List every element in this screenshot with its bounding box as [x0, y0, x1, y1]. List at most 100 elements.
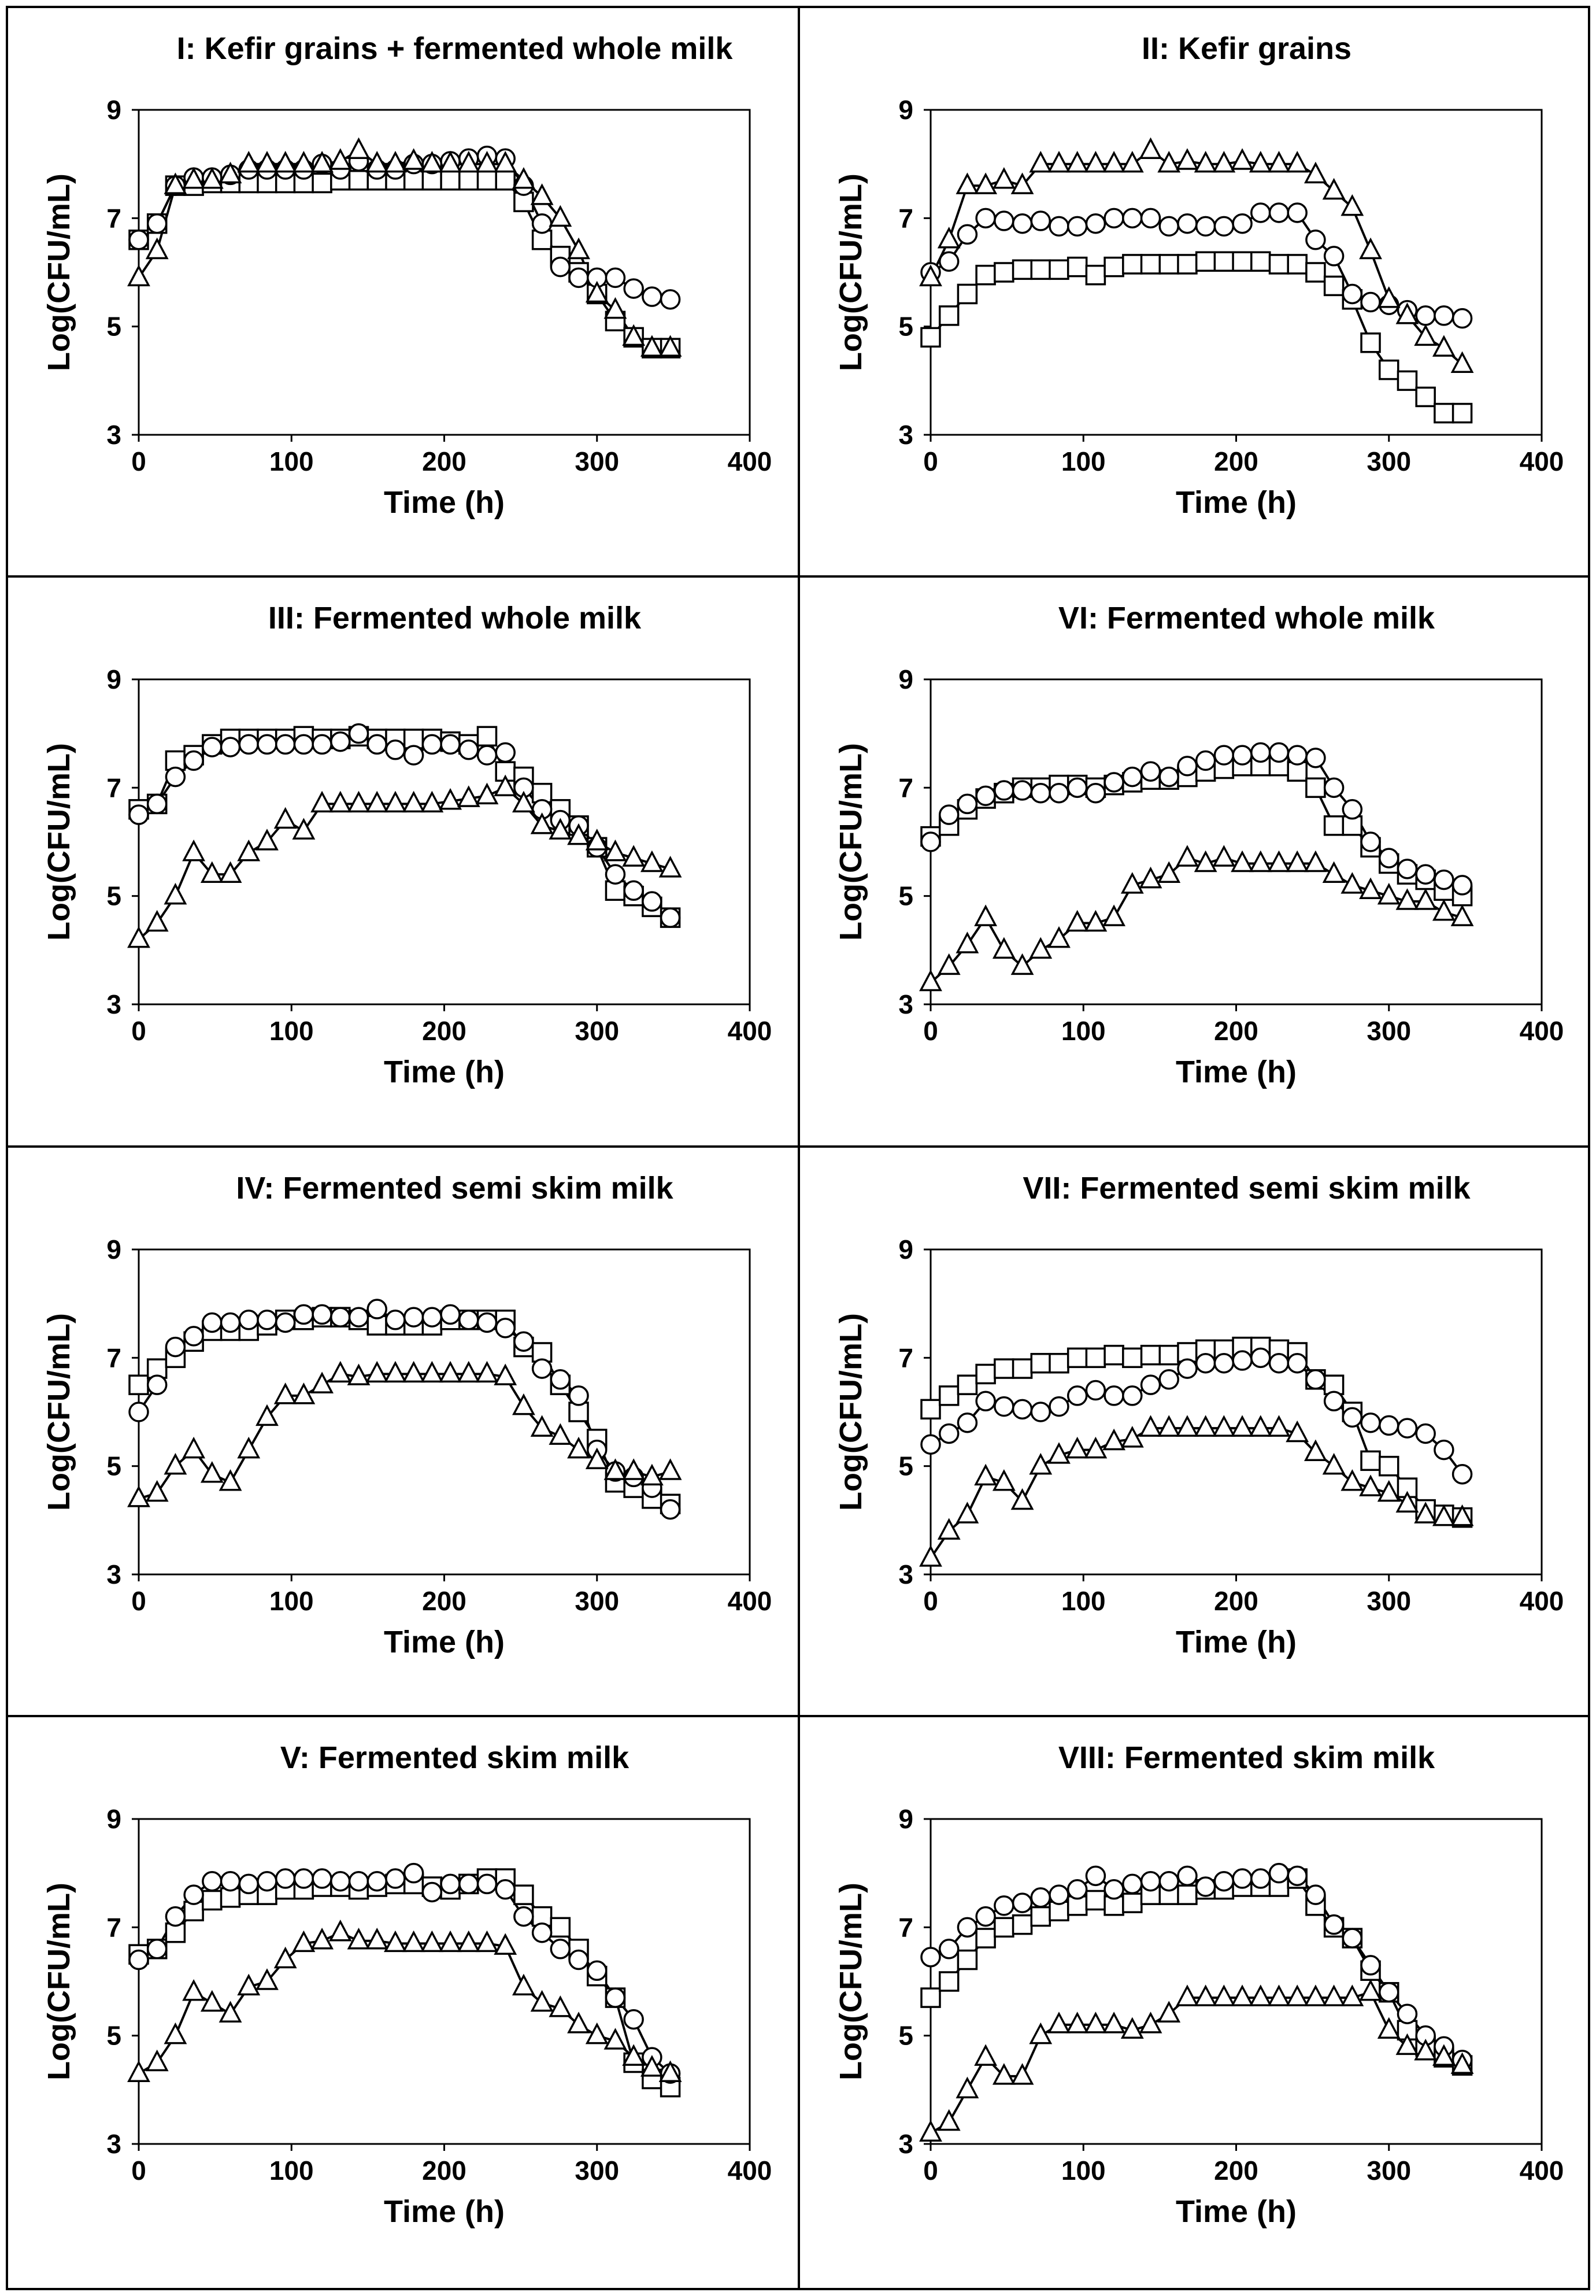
- y-tick-label: 3: [106, 1559, 121, 1589]
- data-point-circle: [920, 1434, 941, 1455]
- data-point-square: [1451, 402, 1473, 424]
- data-point-square: [202, 1890, 223, 1911]
- data-point-triangle: [603, 2028, 627, 2050]
- y-axis-label: Log(CFU/mL): [42, 743, 76, 941]
- data-point-square: [920, 1399, 941, 1420]
- data-point-triangle: [1194, 150, 1217, 173]
- data-point-circle: [1030, 210, 1051, 231]
- plot-area: [138, 1818, 751, 2145]
- data-point-circle: [348, 1307, 369, 1328]
- data-point-square: [1177, 254, 1198, 275]
- data-point-square: [458, 170, 479, 191]
- data-point-square: [1049, 1352, 1069, 1374]
- data-point-square: [1067, 1347, 1088, 1369]
- data-point-triangle: [1395, 302, 1419, 324]
- x-tick-label: 400: [1520, 1016, 1564, 1046]
- data-point-triangle: [1157, 861, 1181, 883]
- data-point-circle: [1360, 831, 1381, 852]
- data-point-circle: [605, 864, 626, 885]
- data-point-square: [1012, 1914, 1033, 1935]
- data-point-circle: [1451, 1463, 1473, 1485]
- data-point-triangle: [1450, 2052, 1474, 2074]
- y-axis-label: Log(CFU/mL): [42, 1313, 76, 1511]
- data-point-triangle: [1267, 150, 1291, 173]
- data-point-triangle: [420, 1930, 444, 1953]
- data-point-triangle: [956, 1502, 979, 1524]
- data-point-circle: [1305, 748, 1326, 768]
- data-point-triangle: [1029, 1452, 1053, 1475]
- data-point-triangle: [1395, 888, 1419, 910]
- data-point-triangle: [1102, 150, 1126, 173]
- data-point-triangle: [182, 840, 206, 862]
- x-tick-label: 0: [131, 446, 146, 476]
- chart-title: II: Kefir grains: [1142, 31, 1351, 66]
- plot-area: [138, 678, 751, 1005]
- data-point-triangle: [992, 167, 1016, 189]
- data-point-triangle: [1267, 850, 1291, 872]
- data-point-circle: [1158, 766, 1179, 787]
- x-tick-label: 0: [131, 1586, 146, 1616]
- x-tick-label: 300: [1367, 1016, 1411, 1046]
- data-point-triangle: [992, 2063, 1016, 2085]
- data-point-triangle: [1065, 2012, 1089, 2034]
- data-point-triangle: [1010, 2063, 1034, 2085]
- data-point-triangle: [310, 790, 334, 813]
- data-point-triangle: [420, 150, 444, 173]
- data-point-triangle: [420, 790, 444, 813]
- data-point-triangle: [549, 1423, 572, 1445]
- data-point-circle: [1379, 1415, 1399, 1436]
- data-point-circle: [568, 1385, 589, 1406]
- data-point-triangle: [1432, 899, 1456, 921]
- data-point-circle: [202, 1312, 223, 1333]
- data-point-circle: [920, 831, 941, 852]
- data-point-triangle: [1414, 1502, 1438, 1524]
- data-point-circle: [1104, 1879, 1124, 1900]
- x-tick-label: 200: [422, 1016, 466, 1046]
- data-point-circle: [1287, 202, 1308, 223]
- data-point-square: [938, 1971, 960, 1992]
- data-point-triangle: [145, 237, 169, 260]
- data-point-circle: [1287, 1865, 1308, 1887]
- data-point-triangle: [255, 150, 279, 173]
- data-point-triangle: [237, 150, 261, 173]
- data-point-triangle: [457, 785, 480, 807]
- data-point-triangle: [1047, 150, 1071, 173]
- chart-panel-5: IV: Fermented semi skim milk 3 5 7 9 0 100 200 3…: [42, 1171, 772, 1659]
- data-point-triangle: [1157, 2001, 1181, 2023]
- data-point-triangle: [1432, 2044, 1456, 2066]
- data-point-circle: [1158, 216, 1179, 237]
- data-point-triangle: [328, 1919, 352, 1942]
- data-point-triangle: [1102, 1428, 1126, 1451]
- data-point-circle: [1451, 875, 1473, 896]
- data-point-triangle: [255, 1404, 279, 1426]
- data-point-square: [1397, 370, 1418, 391]
- data-point-circle: [642, 286, 662, 307]
- data-point-triangle: [1176, 845, 1199, 867]
- data-point-triangle: [1065, 909, 1089, 932]
- data-point-circle: [238, 1310, 260, 1330]
- data-point-square: [165, 1922, 186, 1943]
- data-point-circle: [1177, 1865, 1198, 1887]
- data-point-circle: [938, 1423, 960, 1444]
- data-point-circle: [550, 1369, 571, 1390]
- data-point-triangle: [640, 335, 664, 357]
- data-point-square: [1305, 262, 1326, 283]
- data-point-circle: [1158, 1870, 1179, 1892]
- chart-panel-7: V: Fermented skim milk 3 5 7 9 0 100 200 300 400 T…: [42, 1740, 772, 2229]
- data-point-circle: [476, 1873, 498, 1895]
- data-point-triangle: [310, 1371, 334, 1393]
- data-point-triangle: [439, 1930, 462, 1953]
- data-point-square: [1213, 251, 1235, 272]
- chart-panel-1: I: Kefir grains + fermented whole milk 3 5…: [42, 31, 772, 520]
- data-point-triangle: [1414, 324, 1438, 346]
- data-point-square: [440, 170, 461, 191]
- data-point-triangle: [1120, 1426, 1144, 1448]
- data-point-triangle: [292, 1382, 316, 1404]
- data-point-square: [348, 170, 369, 191]
- data-point-triangle: [1231, 148, 1254, 170]
- data-point-circle: [513, 1331, 534, 1352]
- data-point-triangle: [1249, 1984, 1272, 2006]
- data-point-square: [1067, 256, 1088, 278]
- data-point-square: [1415, 386, 1436, 408]
